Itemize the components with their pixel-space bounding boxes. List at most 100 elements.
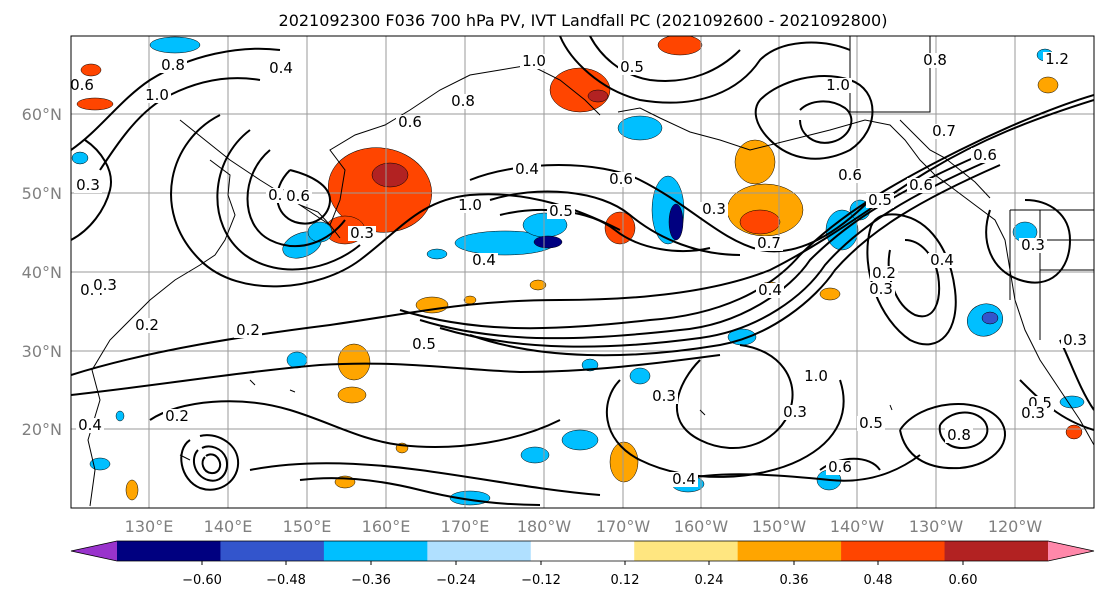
y-tick-label: 60°N	[22, 105, 62, 124]
contour-label-bg	[159, 58, 187, 73]
colorbar	[70, 540, 1095, 562]
pv-anomaly-patch	[371, 162, 409, 188]
y-tick-label: 40°N	[22, 263, 62, 282]
contour-label: 1.0	[145, 86, 169, 104]
colorbar-segment	[634, 541, 739, 561]
y-tick-label: 50°N	[22, 184, 62, 203]
pv-anomaly-patch	[581, 358, 599, 372]
contour-label: 0.3	[1063, 331, 1087, 349]
ivt-contour-line	[216, 129, 361, 271]
ivt-contour-line	[799, 100, 853, 144]
contour-label-bg	[91, 278, 119, 293]
colorbar-tick-label: 0.36	[780, 573, 809, 588]
x-tick-label: 120°W	[988, 517, 1043, 536]
coastlines	[87, 36, 1094, 507]
contour-label: 1.0	[826, 76, 850, 94]
ivt-contour-line	[679, 454, 921, 482]
pv-anomaly-patch	[426, 248, 448, 260]
pv-anomaly-patch	[734, 139, 776, 185]
x-tick-label: 130°W	[909, 517, 964, 536]
ivt-contour-line	[819, 457, 881, 471]
contour-label-bg	[1019, 406, 1047, 421]
colorbar-tick-label: −0.36	[351, 573, 391, 588]
contour-label: 0.7	[757, 234, 781, 252]
colorbar-tick-label: 0.48	[864, 573, 893, 588]
pv-anomaly-patch	[739, 209, 781, 235]
contour-label-bg	[670, 472, 698, 487]
contour-label: 0.3	[652, 387, 676, 405]
colorbar-segment	[944, 541, 1049, 561]
contour-label: 0.3	[702, 200, 726, 218]
contour-label: 0.8	[947, 426, 971, 444]
contour-label-bg	[1019, 238, 1047, 253]
pv-anomaly-patch	[1037, 76, 1059, 94]
pv-anomaly-patch	[115, 410, 125, 422]
contour-label-bg	[971, 148, 999, 163]
pv-anomaly-patch	[981, 311, 999, 325]
contour-label-bg	[470, 253, 498, 268]
chart-title: 2021092300 F036 700 hPa PV, IVT Landfall…	[279, 11, 888, 30]
ivt-contour-line	[180, 434, 240, 491]
contour-label-bg	[71, 78, 96, 93]
contour-label-bg	[618, 60, 646, 75]
pv-anomaly-patch	[337, 343, 371, 381]
contour-label-bg	[396, 115, 424, 130]
contour-label: 0.8	[451, 92, 475, 110]
pv-anomaly-patch	[1059, 395, 1085, 409]
ivt-contour-line	[589, 36, 741, 82]
x-tick-label: 170°E	[441, 517, 490, 536]
contour-label-bg	[267, 61, 295, 76]
ivt-contour-line	[71, 354, 721, 396]
pv-anomaly-patch	[520, 446, 550, 464]
pv-anomaly-patch	[657, 36, 703, 56]
contour-label-bg	[930, 124, 958, 139]
pv-anomaly-patch	[463, 295, 477, 305]
colorbar-segment	[117, 541, 221, 561]
contour-label-bg	[143, 88, 171, 103]
colorbar-segment	[427, 541, 532, 561]
ivt-contour-line	[499, 209, 711, 252]
colorbar-extend-max	[1048, 541, 1094, 561]
contour-label: 0.3	[783, 403, 807, 421]
ivt-contour-line	[299, 477, 541, 506]
contour-label-bg	[607, 172, 635, 187]
pv-anomaly-patch	[668, 203, 684, 241]
contour-label: 0.6	[909, 176, 933, 194]
x-tick-label: 140°E	[204, 517, 253, 536]
ivt-contour-line	[246, 149, 346, 248]
x-tick-label: 180°W	[517, 517, 572, 536]
pv-anomaly-patch	[549, 67, 611, 113]
ivt-contour-line	[985, 199, 1072, 284]
contour-label-bg	[756, 283, 784, 298]
contour-label-bg	[456, 198, 484, 213]
x-tick-label: 150°E	[283, 517, 332, 536]
pv-anomaly-patch	[533, 235, 563, 249]
contour-label-bg	[802, 369, 830, 384]
ivt-contour-line	[754, 75, 874, 160]
contour-label: 0.4	[515, 160, 539, 178]
contour-label: 0.5	[620, 58, 644, 76]
contour-label: 0.2	[135, 316, 159, 334]
pv-anomaly-patch	[529, 279, 547, 291]
contour-label: 0.3	[76, 176, 100, 194]
contour-label-bg	[907, 178, 935, 193]
contour-label-bg	[1043, 52, 1071, 67]
contour-label-bg	[867, 282, 895, 297]
contour-label-bg	[755, 236, 783, 251]
colorbar-segment	[530, 541, 635, 561]
pv-anomaly-patch	[125, 479, 139, 501]
contour-label: 0.5	[859, 414, 883, 432]
contour-label: 0.6	[828, 458, 852, 476]
contour-label: 0.8	[161, 56, 185, 74]
contour-label: 0.3	[869, 280, 893, 298]
colorbar-segment	[737, 541, 842, 561]
colorbar-tick-label: 0.60	[949, 573, 978, 588]
pv-anomaly-patch	[609, 441, 639, 483]
pv-anomaly-patch	[629, 367, 651, 385]
ivt-contour-line	[201, 453, 222, 475]
contour-label: 0.8	[923, 51, 947, 69]
x-tick-label: 150°W	[752, 517, 807, 536]
y-tick-label: 20°N	[22, 420, 62, 439]
contour-label: 0.6	[286, 187, 310, 205]
pv-anomaly-patch	[561, 429, 599, 451]
